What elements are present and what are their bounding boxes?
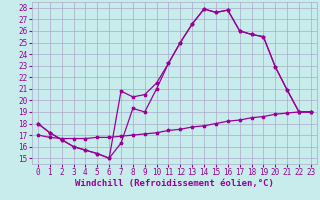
X-axis label: Windchill (Refroidissement éolien,°C): Windchill (Refroidissement éolien,°C) — [75, 179, 274, 188]
